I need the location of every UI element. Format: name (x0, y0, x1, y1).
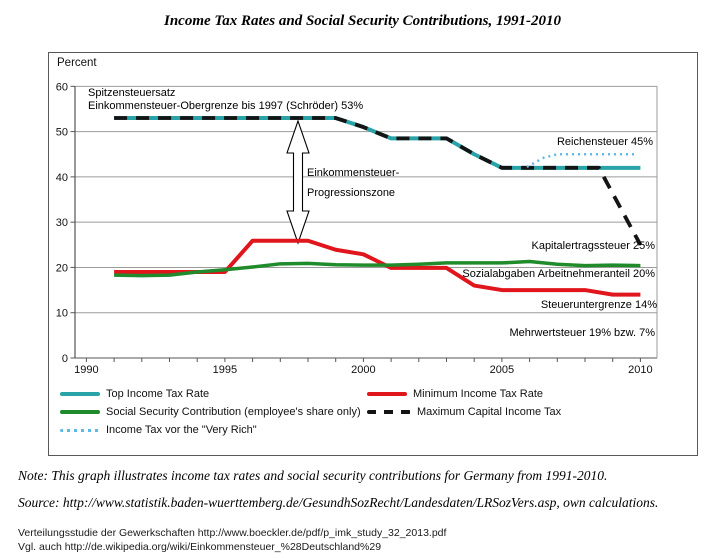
legend-item-max-capital-income-tax: Maximum Capital Income Tax (367, 406, 561, 418)
annotation-top-rate-line1: Spitzensteuersatz (88, 87, 176, 99)
series-line-4-dotted (526, 152, 635, 169)
legend-label: Social Security Contribution (employee's… (106, 406, 361, 418)
legend-swatch-social-security (60, 410, 100, 414)
legend-swatch-top-income-tax (60, 392, 100, 396)
series-line-2-solid (114, 259, 641, 278)
legend-item-very-rich-tax: Income Tax vor the "Very Rich" (60, 424, 257, 436)
x-tick-label-1990: 1990 (74, 364, 98, 376)
annotation-kapitalertragssteuer: Kapitalertragssteuer 25% (531, 240, 655, 252)
legend-swatch-minimum-income-tax (367, 392, 407, 396)
legend-item-social-security: Social Security Contribution (employee's… (60, 406, 361, 418)
x-tick-label-2010: 2010 (628, 364, 652, 376)
series-line-3-dashed (114, 116, 643, 246)
y-tick-label-0: 0 (62, 353, 68, 365)
y-tick-label-20: 20 (56, 262, 68, 274)
progression-zone-arrow (286, 119, 310, 245)
legend-item-top-income-tax: Top Income Tax Rate (60, 388, 209, 400)
annotation-progression-line1: Einkommensteuer- (307, 167, 400, 179)
legend-item-minimum-income-tax: Minimum Income Tax Rate (367, 388, 543, 400)
annotation-progression-zone: Einkommensteuer- Progressionszone (307, 163, 399, 203)
annotation-sozialabgaben: Sozialabgaben Arbeitnehmeranteil 20% (462, 268, 655, 280)
x-tick-label-1995: 1995 (213, 364, 237, 376)
y-axis-title: Percent (57, 57, 97, 69)
y-tick-label-50: 50 (56, 127, 68, 139)
annotation-top-rate-line2: Einkommensteuer-Obergrenze bis 1997 (Sch… (88, 100, 364, 112)
y-tick-label-10: 10 (56, 308, 68, 320)
legend-label: Maximum Capital Income Tax (417, 406, 562, 418)
annotation-reichensteuer: Reichensteuer 45% (556, 136, 653, 148)
legend-label: Minimum Income Tax Rate (413, 388, 544, 400)
note-text: Note: This graph illustrates income tax … (18, 468, 608, 483)
source-text: Source: http://www.statistik.baden-wuert… (18, 495, 659, 510)
legend-label: Top Income Tax Rate (106, 388, 210, 400)
reference-link-2: Vgl. auch http://de.wikipedia.org/wiki/E… (18, 541, 382, 553)
legend-label: Income Tax vor the "Very Rich" (106, 424, 257, 436)
annotation-mehrwertsteuer: Mehrwertsteuer 19% bzw. 7% (509, 327, 655, 339)
annotation-progression-line2: Progressionszone (307, 187, 396, 199)
y-tick-label-40: 40 (56, 172, 68, 184)
y-tick-label-60: 60 (56, 81, 68, 93)
x-tick-label-2000: 2000 (351, 364, 375, 376)
annotation-top-rate: Spitzensteuersatz Einkommensteuer-Obergr… (88, 87, 363, 113)
y-tick-label-30: 30 (56, 217, 68, 229)
x-tick-label-2005: 2005 (490, 364, 514, 376)
annotation-steueruntergrenze: Steueruntergrenze 14% (540, 299, 657, 311)
chart-title: Income Tax Rates and Social Security Con… (164, 13, 561, 29)
series-line-1-solid (114, 238, 641, 297)
legend-swatch-max-capital-income-tax (367, 410, 411, 414)
reference-link-1: Verteilungsstudie der Gewerkschaften htt… (18, 527, 447, 539)
legend-swatch-very-rich-tax (60, 428, 100, 432)
